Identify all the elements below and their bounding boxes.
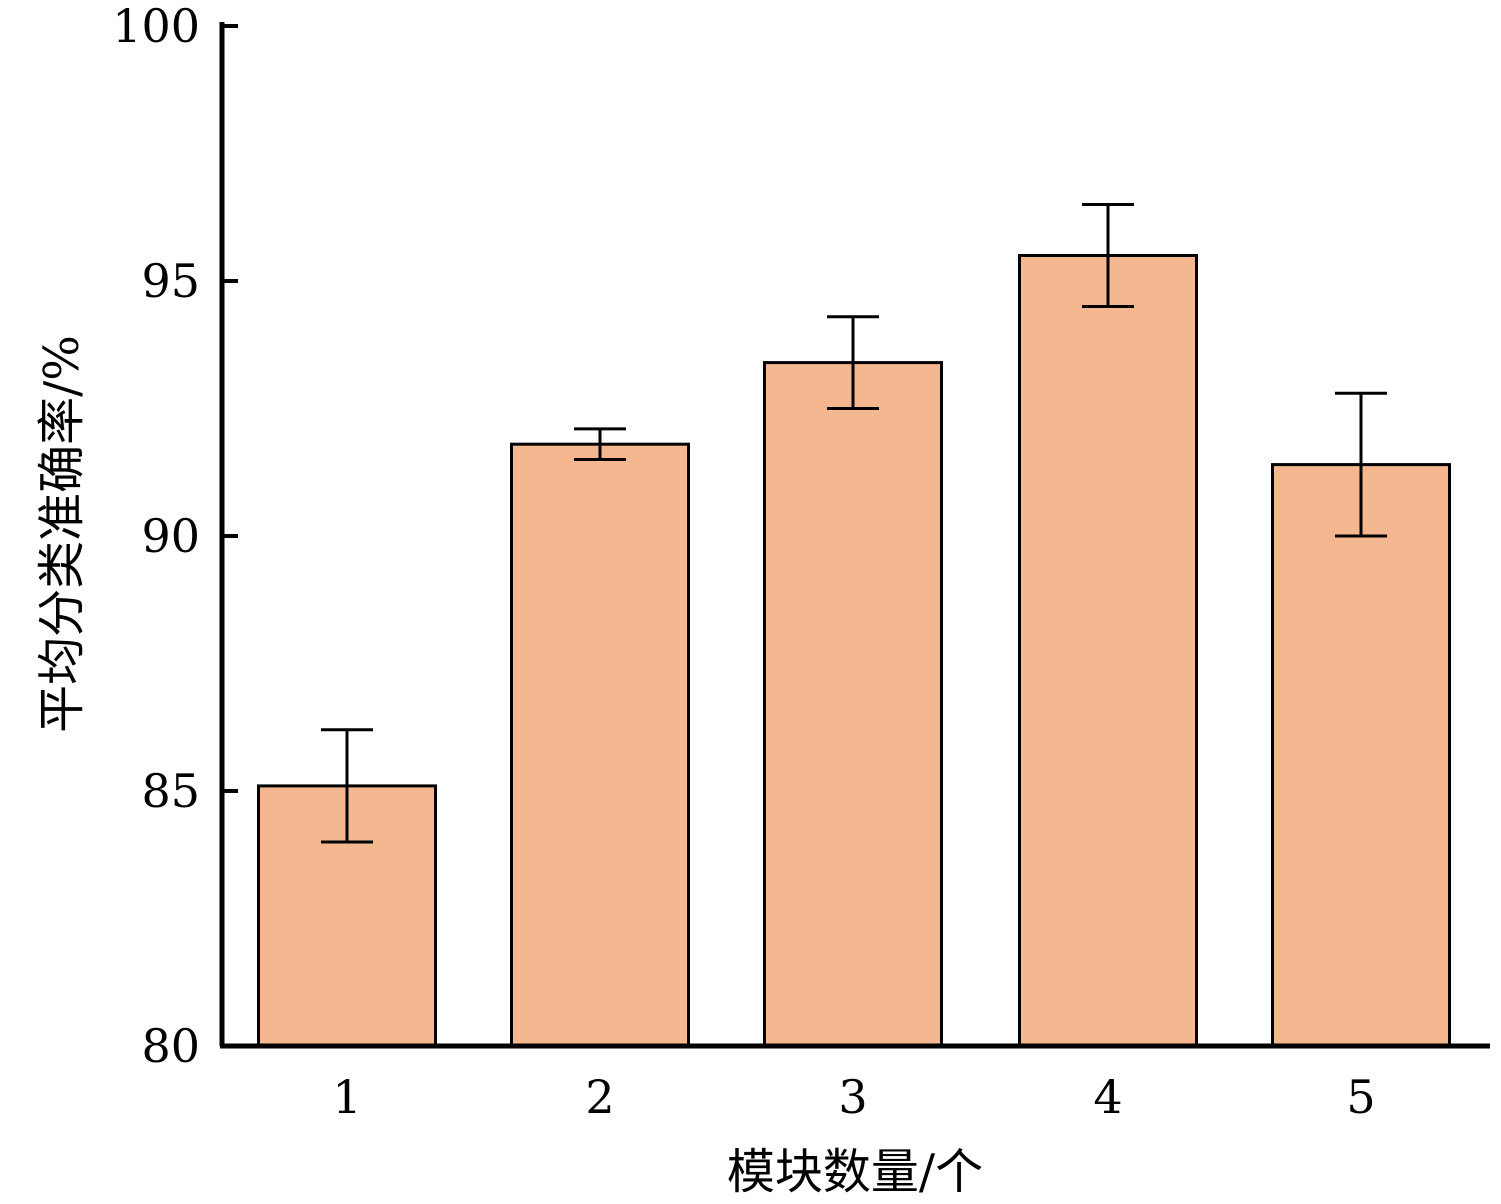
bar-2 — [510, 442, 690, 1048]
x-ticks: 1 2 3 4 5 — [332, 1070, 1375, 1124]
y-axis-title: 平均分类准确率/% — [34, 335, 90, 733]
x-tick-label-3: 3 — [838, 1070, 867, 1124]
y-tick-label-95: 95 — [141, 254, 200, 308]
y-tick-label-100: 100 — [112, 0, 200, 53]
bar-3 — [763, 361, 943, 1048]
x-axis-title: 模块数量/个 — [727, 1144, 983, 1200]
x-tick-label-4: 4 — [1093, 1070, 1122, 1124]
y-tick-label-85: 85 — [141, 764, 200, 818]
x-tick-label-1: 1 — [332, 1070, 361, 1124]
bar-5 — [1271, 463, 1451, 1048]
error-bars-layer — [321, 203, 1387, 844]
x-tick-label-5: 5 — [1346, 1070, 1375, 1124]
y-ticks: 80 85 90 95 100 — [112, 0, 238, 1073]
bar-4 — [1018, 254, 1198, 1048]
y-tick-label-90: 90 — [141, 509, 200, 563]
y-tick-label-80: 80 — [141, 1019, 200, 1073]
x-tick-label-2: 2 — [585, 1070, 614, 1124]
